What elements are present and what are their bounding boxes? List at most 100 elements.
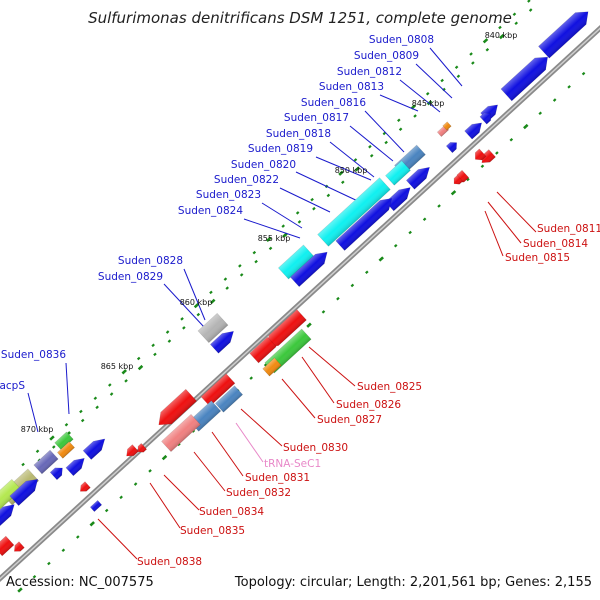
gene-suden-0827[interactable] xyxy=(262,357,282,377)
forward-outer-track-tick xyxy=(193,302,200,309)
gene-label-suden-0827[interactable]: Suden_0827 xyxy=(317,414,382,426)
reverse-track-tick xyxy=(509,138,514,142)
gene-label-suden-0822[interactable]: Suden_0822 xyxy=(214,174,279,186)
gene-label-suden-0823[interactable]: Suden_0823 xyxy=(196,189,261,201)
gene-left-red2[interactable] xyxy=(12,541,25,555)
gene-label-suden-0826[interactable]: Suden_0826 xyxy=(336,399,401,411)
gene-acps[interactable] xyxy=(54,431,74,451)
gene-suden-0835[interactable] xyxy=(135,442,148,454)
reverse-track-tick xyxy=(480,164,485,169)
gene-suden-0816b[interactable] xyxy=(442,121,452,131)
gene-acps-b[interactable] xyxy=(56,441,76,459)
leader-line xyxy=(27,392,39,433)
forward-outer-track-tick xyxy=(151,343,155,348)
forward-outer-track-tick xyxy=(310,197,314,202)
forward-track-tick xyxy=(95,405,99,410)
gene-suden-0825b[interactable] xyxy=(249,336,277,364)
gene-suden-0817[interactable] xyxy=(445,139,459,154)
gene-suden-0823b[interactable] xyxy=(335,194,396,251)
forward-track-tick xyxy=(528,8,533,12)
forward-track-tick xyxy=(413,114,417,118)
gene-label-suden-0832[interactable]: Suden_0832 xyxy=(226,487,291,499)
gene-label-suden-0838[interactable]: Suden_0838 xyxy=(137,556,202,568)
gene-label-suden-0817[interactable]: Suden_0817 xyxy=(284,112,349,124)
forward-outer-track-tick xyxy=(454,65,459,69)
leader-line xyxy=(484,210,504,257)
gene-suden-0830b[interactable] xyxy=(214,385,244,413)
gene-suden-0834[interactable] xyxy=(124,444,139,460)
forward-track-tick xyxy=(109,392,114,396)
reverse-track-tick xyxy=(523,123,529,130)
gene-suden-0832b[interactable] xyxy=(161,413,201,453)
gene-label-acps[interactable]: acpS xyxy=(0,380,25,392)
forward-outer-track-tick xyxy=(223,277,228,281)
gene-suden-0811b[interactable] xyxy=(472,148,487,163)
gene-label-suden-0816[interactable]: Suden_0816 xyxy=(301,97,366,109)
gene-suden-0837b[interactable] xyxy=(65,454,88,477)
forward-track-tick xyxy=(326,193,331,198)
gene-label-suden-0808[interactable]: Suden_0808 xyxy=(369,34,434,46)
gene-suden-0819[interactable] xyxy=(385,160,411,186)
gene-label-suden-0828[interactable]: Suden_0828 xyxy=(118,255,183,267)
gene-suden-0829[interactable] xyxy=(209,327,237,354)
gene-left-blue2[interactable] xyxy=(0,500,18,529)
gene-left-blue1[interactable] xyxy=(9,474,42,507)
reverse-track-tick xyxy=(321,310,326,314)
forward-outer-track-tick xyxy=(121,369,127,375)
reverse-track-tick xyxy=(76,535,80,539)
leader-line xyxy=(281,378,316,419)
gene-left-lime[interactable] xyxy=(0,478,22,514)
gene-suden-0809[interactable] xyxy=(500,51,553,102)
gene-suden-0824b[interactable] xyxy=(289,247,331,288)
gene-suden-0837c[interactable] xyxy=(49,464,66,481)
gene-label-suden-0831[interactable]: Suden_0831 xyxy=(245,472,310,484)
gene-suden-0822[interactable] xyxy=(385,183,415,212)
leader-line xyxy=(301,356,335,404)
gene-label-suden-0809[interactable]: Suden_0809 xyxy=(354,50,419,62)
gene-suden-0830[interactable] xyxy=(200,373,236,407)
forward-outer-track-tick xyxy=(136,356,141,361)
gene-label-suden-0818[interactable]: Suden_0818 xyxy=(266,128,331,140)
leader-line xyxy=(163,474,200,511)
gene-label-suden-0819[interactable]: Suden_0819 xyxy=(248,143,313,155)
gene-label-suden-0830[interactable]: Suden_0830 xyxy=(283,442,348,454)
gene-label-suden-0815[interactable]: Suden_0815 xyxy=(505,252,570,264)
reverse-track-tick xyxy=(393,243,398,248)
gene-suden-0811[interactable] xyxy=(478,149,496,167)
gene-label-trna-sec1[interactable]: tRNA-SeC1 xyxy=(264,458,321,470)
gene-suden-0828[interactable] xyxy=(197,312,229,344)
gene-suden-0813b[interactable] xyxy=(479,110,494,125)
leader-line xyxy=(97,518,138,560)
leader-line xyxy=(261,202,303,229)
gene-suden-0813[interactable] xyxy=(464,119,486,140)
forward-track-tick xyxy=(384,140,388,145)
gene-left-red1[interactable] xyxy=(0,535,15,557)
gene-label-suden-0820[interactable]: Suden_0820 xyxy=(231,159,296,171)
gene-suden-0838b[interactable] xyxy=(89,499,103,513)
forward-outer-track-tick xyxy=(93,396,98,401)
gene-suden-0823[interactable] xyxy=(317,177,391,247)
gene-label-suden-0824[interactable]: Suden_0824 xyxy=(178,205,243,217)
gene-label-suden-0836[interactable]: Suden_0836 xyxy=(1,349,66,361)
reverse-track-tick xyxy=(450,190,457,196)
leader-line xyxy=(279,187,331,213)
kbp-position-labels: 840 kbp 845 kbp 850 kbp 855 kbp 860 kbp 865 k… xyxy=(21,31,518,434)
gene-label-suden-0829[interactable]: Suden_0829 xyxy=(98,271,163,283)
gene-label-suden-0811[interactable]: Suden_0811 xyxy=(537,223,600,235)
gene-label-suden-0812[interactable]: Suden_0812 xyxy=(337,66,402,78)
gene-suden-0837[interactable] xyxy=(33,449,59,475)
gene-label-suden-0834[interactable]: Suden_0834 xyxy=(199,506,264,518)
gene-suden-0824[interactable] xyxy=(277,244,315,280)
gene-suden-0815[interactable] xyxy=(451,174,464,186)
gene-label-suden-0835[interactable]: Suden_0835 xyxy=(180,525,245,537)
gene-label-suden-0825[interactable]: Suden_0825 xyxy=(357,381,422,393)
gene-suden-0808[interactable] xyxy=(538,6,593,59)
gene-label-suden-0813[interactable]: Suden_0813 xyxy=(319,81,384,93)
gene-label-suden-0814[interactable]: Suden_0814 xyxy=(523,238,588,250)
gene-suden-0832[interactable] xyxy=(153,388,198,431)
gene-suden-0838[interactable] xyxy=(78,481,91,495)
gene-suden-0836[interactable] xyxy=(82,434,109,460)
gene-suden-0820[interactable] xyxy=(405,163,433,190)
forward-outer-track-tick xyxy=(180,317,184,321)
